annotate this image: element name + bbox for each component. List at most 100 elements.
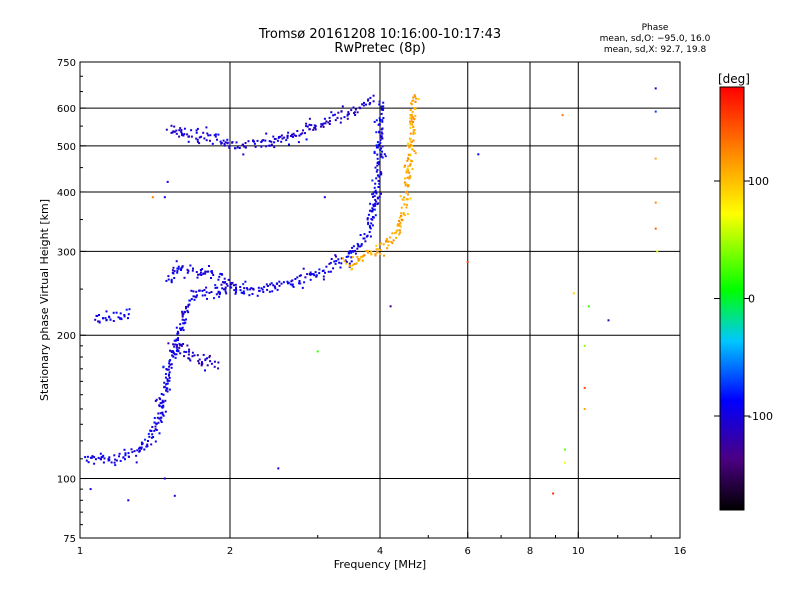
data-point [370,210,373,212]
data-point [310,273,313,276]
data-point [176,267,179,270]
data-point [350,256,353,259]
data-point [347,111,350,114]
data-point [148,435,151,438]
data-point [190,129,193,132]
data-point [289,283,292,286]
x-tick-label: 2 [227,546,233,557]
data-point [340,262,343,265]
data-point [392,239,395,242]
data-point [206,364,209,367]
data-point [322,269,325,272]
data-point [177,332,180,335]
data-point [260,141,263,143]
data-point [400,212,403,215]
data-point [200,271,202,274]
data-point [180,131,183,133]
data-point [183,319,186,322]
data-point [330,111,333,114]
data-point [332,267,335,270]
data-point [280,282,283,285]
data-point [409,197,412,200]
data-point [210,362,213,365]
data-point [403,181,406,184]
data-point [384,155,387,158]
data-point [298,282,301,285]
data-point [177,265,180,268]
data-point [269,283,272,286]
data-point [241,292,244,294]
data-point [360,244,363,247]
data-point [372,205,375,208]
data-point [183,350,186,353]
data-point [171,269,174,272]
data-point [318,268,321,271]
data-point [417,98,420,101]
data-point [414,152,417,155]
data-point [155,398,158,401]
y-tick-label: 400 [57,188,76,199]
data-point [226,138,229,141]
data-point [131,451,134,454]
data-point [197,273,199,276]
data-point [382,105,385,108]
data-point [166,180,169,183]
data-point [192,267,194,270]
data-point [172,355,175,358]
data-point [375,177,378,180]
data-point [322,278,325,281]
data-point [165,389,168,392]
data-point [250,287,253,290]
data-point [201,361,203,364]
data-point [381,137,384,140]
data-point [370,222,373,225]
data-point [161,399,164,402]
data-point [248,294,251,297]
data-point [367,98,370,101]
data-point [409,153,412,156]
data-point [158,397,161,400]
data-point [315,275,318,278]
data-point [205,126,208,129]
data-point [404,164,406,167]
data-point [346,114,349,117]
data-point [356,242,359,245]
data-point [340,117,343,120]
data-point [357,260,360,263]
data-point [175,129,178,132]
page-title-line-2: RwPretec (8p) [334,41,426,56]
data-point [122,456,125,459]
data-point [192,295,195,298]
data-point [373,150,376,153]
data-point [195,290,198,293]
data-point [583,408,586,410]
data-point [145,445,148,448]
data-point [265,145,268,148]
data-point [339,121,342,124]
data-point [328,123,331,125]
data-point [220,142,223,144]
data-point [369,227,372,230]
data-point [191,351,194,354]
data-point [165,279,168,282]
data-point [373,186,376,189]
data-point [268,140,271,143]
data-point [176,271,179,274]
data-point [364,240,367,243]
data-point [359,234,362,236]
data-point [162,393,165,396]
data-point [410,160,413,163]
data-point [205,139,208,142]
data-point [298,274,301,277]
data-point [183,310,186,313]
data-point [185,351,188,353]
data-point [242,283,245,286]
data-point [247,140,250,143]
data-point [198,142,201,145]
data-point [403,196,405,199]
data-point [324,271,326,274]
data-point [108,458,111,461]
data-point [175,353,178,356]
data-point [175,326,178,329]
data-point [174,356,177,359]
